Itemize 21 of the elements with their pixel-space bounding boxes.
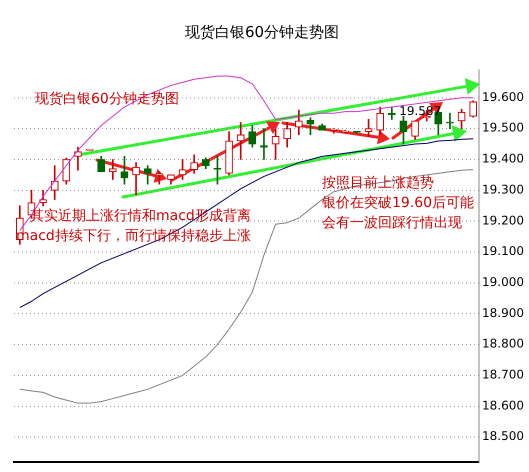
y-tick-label: 19.400: [482, 152, 524, 166]
y-tick-label: 18.700: [482, 368, 524, 382]
annotation: 会有一波回踩行情出现: [322, 215, 462, 231]
candlestick: [178, 159, 186, 180]
y-tick-label: 19.000: [482, 274, 524, 289]
annotation: 按照目前上涨趋势: [322, 175, 434, 191]
candlestick: [446, 112, 454, 129]
candlestick: [364, 119, 372, 137]
y-tick-label: 18.800: [482, 336, 524, 351]
y-tick-label: 19.600: [482, 90, 524, 104]
chart-title: 现货白银60分钟走势图: [184, 23, 340, 41]
candlestick: [132, 162, 140, 196]
y-tick-label: 18.600: [482, 398, 524, 412]
y-tick-label: 19.300: [482, 182, 524, 196]
y-tick-label: 19.200: [482, 213, 524, 228]
y-tick-label: 19.100: [482, 244, 524, 258]
annotation: 银价在突破19.60后可能: [321, 195, 474, 211]
candlestick: [120, 156, 128, 184]
y-tick-label: 18.900: [482, 306, 524, 320]
y-tick-label: 19.500: [482, 120, 524, 135]
y-tick-label: 18.500: [482, 429, 524, 444]
